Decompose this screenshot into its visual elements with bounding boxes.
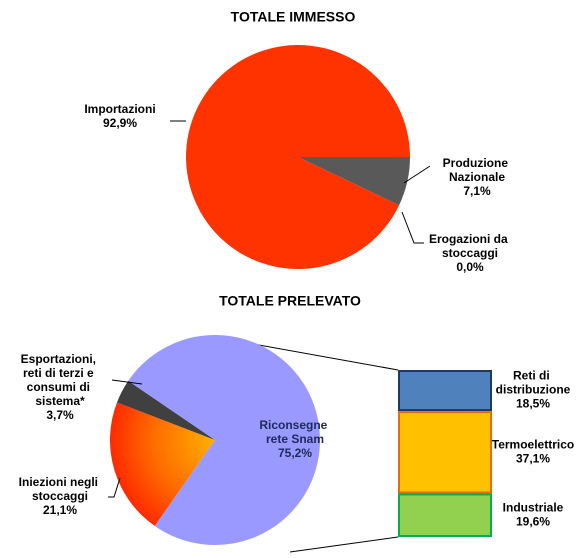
slice-label: Erogazioni da stoccaggi <box>429 232 511 260</box>
chart-title: TOTALE IMMESSO <box>231 9 356 25</box>
value-label: 18,5% <box>516 397 550 411</box>
value-label: 75,2% <box>278 446 312 460</box>
slice-label: Importazioni <box>84 102 155 116</box>
value-label: 92,9% <box>103 116 137 130</box>
slice-label: Produzione Nazionale <box>443 156 512 184</box>
pie-slice <box>298 157 410 206</box>
pie-slice <box>116 380 215 440</box>
value-label: 7,1% <box>463 184 491 198</box>
leader-line <box>111 379 143 385</box>
value-label: 19,6% <box>516 514 550 528</box>
leader-line <box>108 477 121 498</box>
bar-segment <box>398 370 492 412</box>
bar-segment <box>398 411 492 494</box>
slice-label: Riconsegne rete Snam <box>259 418 330 446</box>
leader-line <box>401 211 424 244</box>
bar-segment <box>398 493 492 538</box>
slice-label: Esportazioni, reti di terzi e consumi di… <box>21 352 100 408</box>
connector <box>247 342 399 371</box>
value-label: 37,1% <box>516 451 550 465</box>
pie-slice <box>128 335 320 545</box>
legend-label: Industriale <box>503 500 564 514</box>
value-label: 3,7% <box>46 408 74 422</box>
leader-line <box>403 165 431 184</box>
chart-title: TOTALE PRELEVATO <box>219 293 361 309</box>
pie-slice <box>186 45 410 270</box>
value-label: 21,1% <box>43 503 77 517</box>
legend-label: Termoelettrico <box>492 437 574 451</box>
connector <box>289 536 399 553</box>
value-label: 0,0% <box>456 260 484 274</box>
legend-label: Reti di distribuzione <box>496 369 571 397</box>
pie-slice <box>109 402 215 527</box>
slice-label: Iniezioni negli stoccaggi <box>19 475 102 503</box>
